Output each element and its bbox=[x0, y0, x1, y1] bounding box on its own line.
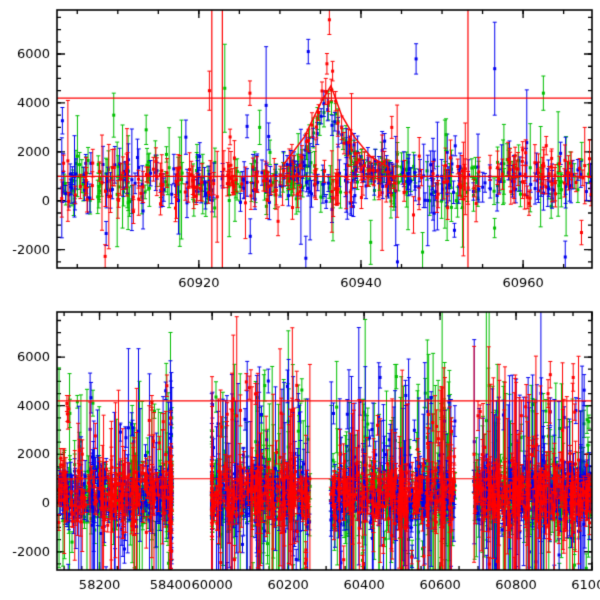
bottom-panel-chart bbox=[0, 300, 600, 600]
top-panel-chart bbox=[0, 0, 600, 300]
